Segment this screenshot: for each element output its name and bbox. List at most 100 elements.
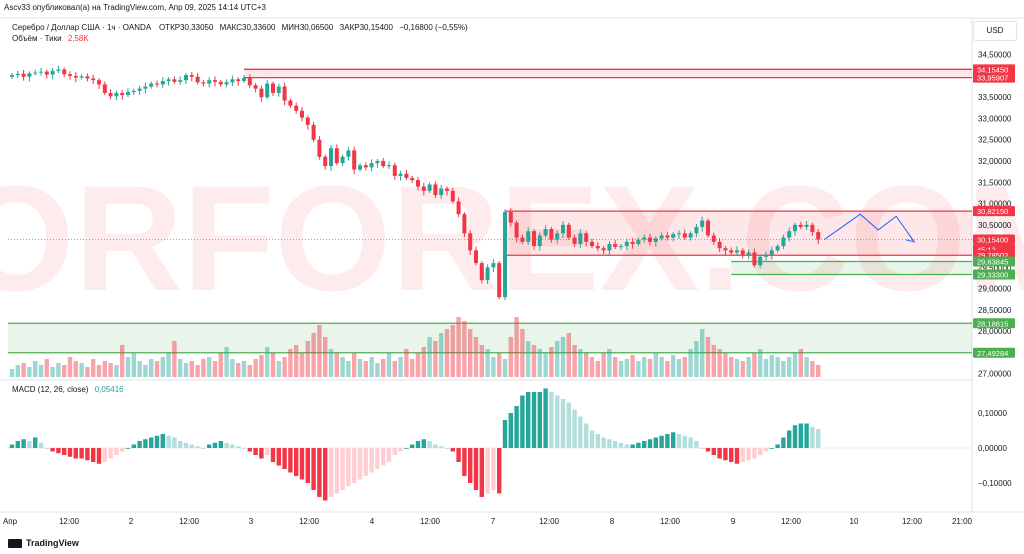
candle-body [416,180,420,187]
candle-body [468,233,473,251]
macd-bar [143,439,148,448]
close-value: ЗАКР30,15400 [339,23,393,32]
volume-bar [439,333,444,377]
symbol-name[interactable]: Серебро / Доллар США · 1ч · OANDA [12,23,151,32]
candle-body [474,250,478,264]
macd-bar [352,448,357,483]
macd-bar [450,448,455,452]
macd-bar [172,437,177,448]
volume-bar [236,363,241,377]
candle-body [39,71,43,73]
volume-bar [172,341,177,377]
low-value: МИН30,06500 [281,23,334,32]
macd-bar [212,442,218,448]
macd-bar [439,446,444,448]
macd-bar [508,413,513,448]
volume-bar [33,361,38,377]
macd-bar [427,441,432,448]
candle-body [537,235,542,247]
volume-bar [630,355,635,377]
macd-bar [328,448,334,497]
candle-body [682,233,687,238]
footer-brand: TradingView [8,538,79,548]
volume-bar [218,353,223,377]
published-by: Ascv33 опубликовал(а) на TradingView.com… [4,3,266,12]
volume-bar [357,359,363,377]
macd-bar [108,448,113,459]
macd-bar [369,448,374,473]
macd-bar [166,435,171,448]
volume-bar [73,361,78,377]
macd-bar [787,430,792,448]
candles [10,65,821,301]
candle-body [607,243,612,251]
volume-bar [531,345,537,377]
candle-body [584,233,589,242]
volume-bar [763,359,769,377]
volume-bar [85,367,90,377]
macd-bar [67,448,73,457]
volume-bar [734,359,740,377]
volume-bar [212,361,218,377]
volume-bar [676,359,682,377]
macd-bar [578,416,583,448]
candle-body [706,220,710,236]
price-tick-label: 27,00000 [978,370,1012,379]
volume-bar [137,361,142,377]
volume-bar [723,353,728,377]
volume-bar [792,353,798,377]
forecast-line [823,213,915,243]
time-tick-label: 12:00 [781,517,802,526]
volume-bar [62,365,67,377]
candle-body [532,231,536,247]
volume-bar [114,365,119,377]
macd-bar [259,448,264,459]
macd-bar [294,448,299,476]
candle-body [566,224,571,238]
candle-body [503,212,507,298]
macd-bar [415,441,421,448]
candle-body [201,82,206,84]
currency-button[interactable]: USD [973,21,1017,41]
volume-bar [50,367,55,377]
candle-body [184,75,188,81]
volume-bar [224,347,229,377]
macd-label[interactable]: MACD (12, 26, close) [12,385,89,394]
candle-body [259,88,264,98]
macd-bar [357,448,363,480]
candle-body [282,86,287,101]
candle-body [450,190,455,202]
candle-body [271,83,275,93]
candle-body [288,100,293,106]
candle-body [798,224,803,227]
forecast-path [823,213,916,243]
volume-bar [549,347,554,377]
macd-bar [323,448,328,501]
candle-body [242,78,246,82]
volume-bar [21,363,26,377]
macd-bar [560,399,566,448]
macd-bar [21,439,26,448]
candle-body [166,79,171,82]
candle-body [85,76,90,79]
volume-bar [537,349,542,377]
volume-bar [671,355,676,377]
volume-bar [421,347,426,377]
price-tick-label: 28,00000 [978,327,1012,336]
candle-body [781,237,786,247]
macd-value: 0,05416 [94,385,124,394]
candle-body [207,80,212,84]
candle-body [50,70,55,75]
candle-body [126,92,130,96]
zone-support [731,261,972,275]
candle-body [218,81,223,85]
macd-bar [50,448,55,452]
candle-body [178,80,183,82]
candle-body [421,186,426,191]
macd-bar [630,444,635,448]
volume-bar [775,357,780,377]
candle-body [317,139,322,157]
symbol-legend: Серебро / Доллар США · 1ч · OANDA ОТКР30… [12,23,468,32]
volume-label[interactable]: Объём · Тики [12,34,62,43]
